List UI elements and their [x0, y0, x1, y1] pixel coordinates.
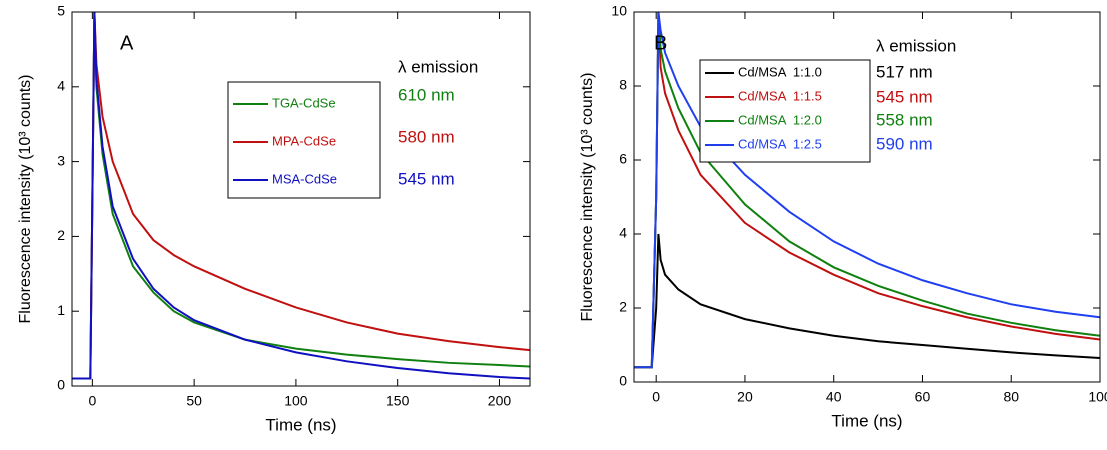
- legend-box: [227, 81, 381, 199]
- x-tick-label: 20: [737, 389, 753, 405]
- x-tick-label: 150: [386, 393, 410, 409]
- y-tick-label: 4: [619, 225, 627, 241]
- emission-label: 590 nm: [876, 134, 933, 153]
- legend-label: Cd/MSA 1:2.5: [738, 136, 822, 151]
- y-tick-label: 2: [619, 299, 627, 315]
- emission-label: 610 nm: [398, 85, 455, 104]
- x-axis-label: Time (ns): [831, 411, 902, 430]
- series-line: [634, 233, 1100, 369]
- legend-label: TGA-CdSe: [272, 95, 336, 110]
- series-line: [72, 12, 530, 380]
- legend-label: Cd/MSA 1:1.0: [738, 64, 822, 79]
- emission-label: 580 nm: [398, 127, 455, 146]
- plot-frame: [71, 11, 531, 387]
- x-tick-label: 40: [826, 389, 842, 405]
- x-tick-label: 100: [284, 393, 308, 409]
- y-tick-label: 6: [619, 151, 627, 167]
- series-line: [634, 12, 1100, 369]
- legend-label: MSA-CdSe: [272, 171, 337, 186]
- y-tick-label: 0: [57, 377, 65, 393]
- y-axis-label: Fluorescence intensity (10³ counts): [579, 73, 596, 322]
- y-tick-label: 10: [611, 3, 627, 19]
- y-axis-label: Fluorescence intensity (10³ counts): [17, 75, 34, 324]
- legend-label: Cd/MSA 1:1.5: [738, 88, 822, 103]
- x-tick-label: 60: [915, 389, 931, 405]
- y-tick-label: 3: [57, 152, 65, 168]
- emission-header: λ emission: [398, 57, 478, 76]
- emission-label: 545 nm: [876, 87, 933, 106]
- y-tick-label: 8: [619, 77, 627, 93]
- panel-label: A: [120, 32, 134, 54]
- x-tick-label: 0: [652, 389, 660, 405]
- y-tick-label: 0: [619, 373, 627, 389]
- y-tick-label: 5: [57, 3, 65, 19]
- y-tick-label: 2: [57, 227, 65, 243]
- x-tick-label: 100: [1088, 389, 1107, 405]
- emission-label: 558 nm: [876, 110, 933, 129]
- x-axis-label: Time (ns): [265, 415, 336, 434]
- emission-label: 517 nm: [876, 62, 933, 81]
- x-tick-label: 0: [88, 393, 96, 409]
- plot-frame: [633, 11, 1101, 383]
- y-tick-label: 4: [57, 78, 65, 94]
- emission-header: λ emission: [876, 36, 956, 55]
- x-tick-label: 200: [488, 393, 512, 409]
- legend-label: Cd/MSA 1:2.0: [738, 112, 822, 127]
- legend-label: MPA-CdSe: [272, 133, 336, 148]
- panel-label: B: [654, 32, 667, 54]
- x-tick-label: 80: [1003, 389, 1019, 405]
- y-tick-label: 1: [57, 302, 65, 318]
- x-tick-label: 50: [186, 393, 202, 409]
- emission-label: 545 nm: [398, 169, 455, 188]
